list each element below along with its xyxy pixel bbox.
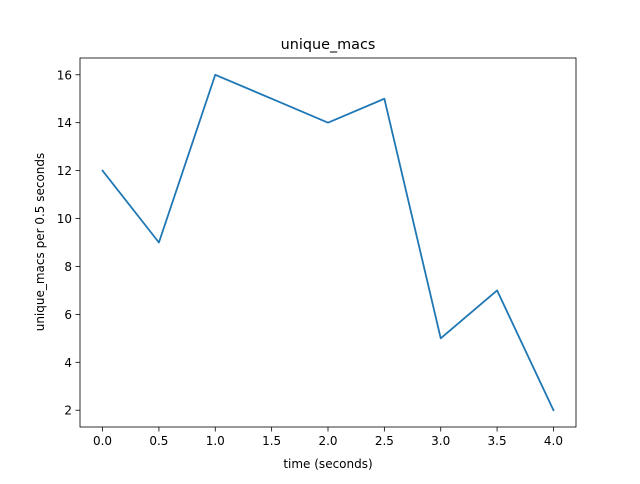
x-tick-label: 4.0 — [544, 434, 563, 448]
axes-frame — [79, 57, 577, 428]
x-tick-label: 3.5 — [488, 434, 507, 448]
y-tick-label: 16 — [57, 68, 72, 82]
x-tick-label: 0.5 — [149, 434, 168, 448]
x-tick-label: 0.0 — [93, 434, 112, 448]
y-tick-label: 10 — [57, 212, 72, 226]
y-tick-label: 8 — [64, 260, 72, 274]
y-tick-label: 14 — [57, 116, 72, 130]
y-tick-label: 2 — [64, 404, 72, 418]
x-axis-label: time (seconds) — [283, 457, 372, 471]
y-tick-label: 6 — [64, 308, 72, 322]
y-axis-label: unique_macs per 0.5 seconds — [33, 153, 47, 332]
x-axis-ticks: 0.0 0.5 1.0 1.5 2.0 2.5 3.0 3.5 4.0 — [93, 427, 563, 448]
series-line — [101, 73, 555, 412]
x-tick-label: 1.5 — [262, 434, 281, 448]
y-tick-label: 12 — [57, 164, 72, 178]
y-axis-ticks: 2 4 6 8 10 12 14 16 — [57, 68, 80, 418]
x-tick-label: 3.0 — [431, 434, 450, 448]
x-tick-label: 2.0 — [318, 434, 337, 448]
x-tick-label: 2.5 — [375, 434, 394, 448]
plot-area — [101, 73, 555, 412]
x-tick-label: 1.0 — [206, 434, 225, 448]
y-tick-label: 4 — [64, 356, 72, 370]
chart-title: unique_macs — [281, 37, 376, 53]
